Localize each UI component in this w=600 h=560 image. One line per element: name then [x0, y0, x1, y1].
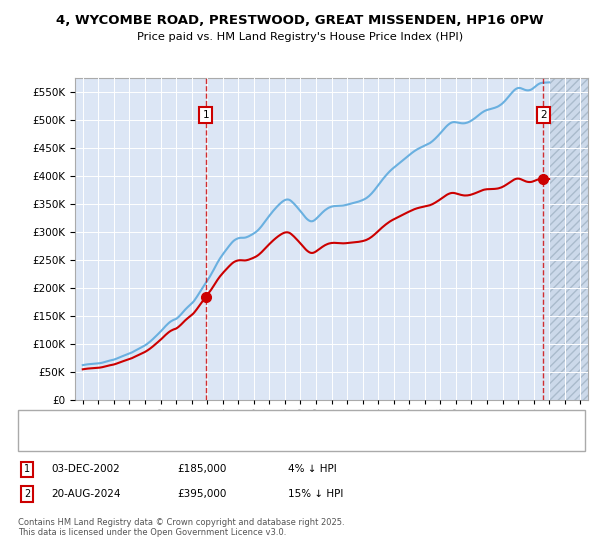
Text: 15% ↓ HPI: 15% ↓ HPI	[288, 489, 343, 499]
Text: 03-DEC-2002: 03-DEC-2002	[51, 464, 120, 474]
Text: Price paid vs. HM Land Registry's House Price Index (HPI): Price paid vs. HM Land Registry's House …	[137, 32, 463, 43]
Text: 2: 2	[24, 489, 30, 499]
Text: 4, WYCOMBE ROAD, PRESTWOOD, GREAT MISSENDEN, HP16 0PW: 4, WYCOMBE ROAD, PRESTWOOD, GREAT MISSEN…	[56, 14, 544, 27]
Text: 4% ↓ HPI: 4% ↓ HPI	[288, 464, 337, 474]
Text: 2: 2	[540, 110, 547, 120]
Text: Contains HM Land Registry data © Crown copyright and database right 2025.
This d: Contains HM Land Registry data © Crown c…	[18, 518, 344, 538]
Text: £395,000: £395,000	[177, 489, 226, 499]
Text: 20-AUG-2024: 20-AUG-2024	[51, 489, 121, 499]
Text: 1: 1	[203, 110, 209, 120]
Text: £185,000: £185,000	[177, 464, 226, 474]
Text: 1: 1	[24, 464, 30, 474]
Legend: 4, WYCOMBE ROAD, PRESTWOOD, GREAT MISSENDEN, HP16 0PW (semi-detached house), HPI: 4, WYCOMBE ROAD, PRESTWOOD, GREAT MISSEN…	[28, 414, 458, 447]
